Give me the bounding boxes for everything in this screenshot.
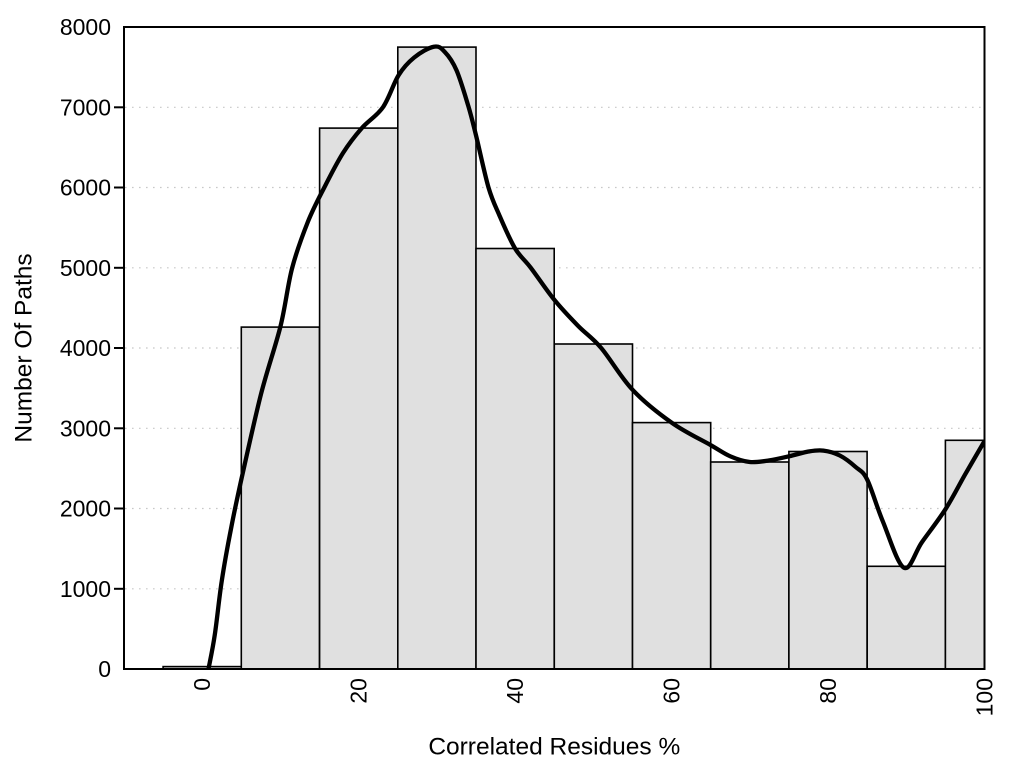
y-tick-label: 7000	[60, 94, 111, 120]
y-axis-title: Number Of Paths	[11, 253, 38, 442]
y-tick-label: 4000	[60, 335, 111, 361]
x-tick-label: 20	[346, 678, 372, 704]
y-tick-label: 5000	[60, 255, 111, 281]
histogram-bar	[475, 247, 555, 670]
x-tick-label: 80	[815, 678, 841, 704]
histogram-bar	[553, 343, 634, 670]
x-tick-label: 60	[659, 678, 685, 704]
histogram-bar	[631, 421, 712, 670]
x-axis-title: Correlated Residues %	[428, 734, 680, 761]
histogram-bars	[162, 46, 986, 670]
histogram-bar	[788, 450, 868, 670]
y-tick-labels: 0 1000 2000 3000 4000 5000 6000 7000 8000	[60, 14, 111, 682]
histogram-bar	[396, 46, 477, 670]
y-tick-marks	[114, 106, 124, 590]
histogram-bar	[709, 461, 790, 670]
y-tick-label: 3000	[60, 415, 111, 441]
histogram-bar	[240, 326, 321, 670]
histogram-bar	[866, 565, 947, 670]
x-tick-label: 0	[189, 678, 215, 691]
density-curve	[206, 44, 985, 669]
x-tick-labels: 0 20 40 60 80 100	[189, 678, 997, 716]
histogram-bar	[318, 127, 399, 670]
y-tick-label: 0	[98, 656, 111, 682]
y-tick-label: 8000	[60, 14, 111, 40]
x-tick-label: 100	[972, 678, 998, 716]
x-tick-label: 40	[502, 678, 528, 704]
y-tick-label: 1000	[60, 576, 111, 602]
y-tick-label: 6000	[60, 175, 111, 201]
y-tick-label: 2000	[60, 496, 111, 522]
